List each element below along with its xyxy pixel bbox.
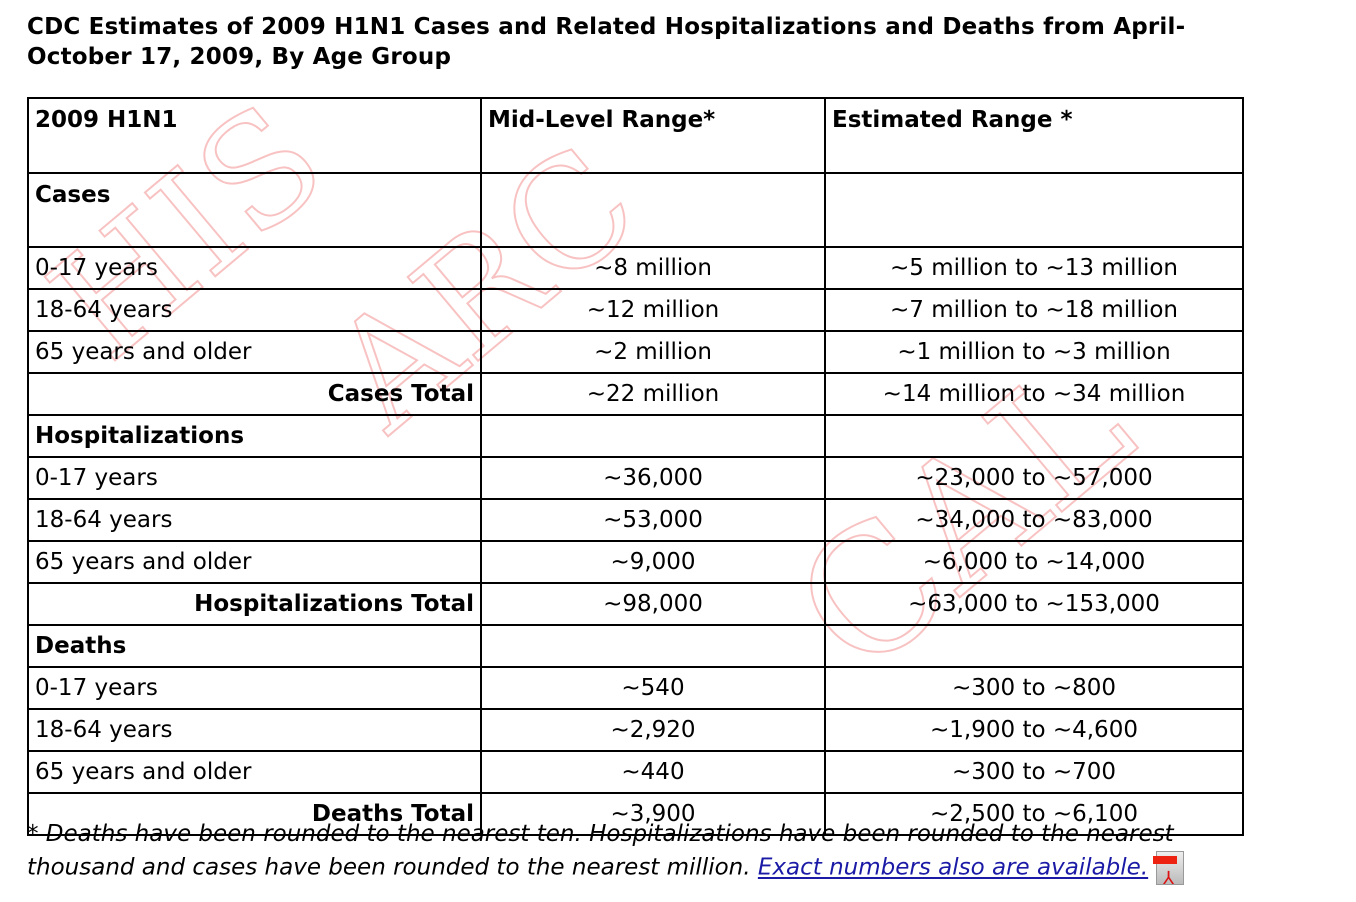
empty-cell	[824, 414, 1244, 458]
age-group-cell: 18-64 years	[27, 288, 482, 332]
table-row: 65 years and older ~9,000 ~6,000 to ~14,00…	[27, 540, 1244, 584]
estimated-range-cell: ~6,000 to ~14,000	[824, 540, 1244, 584]
footnote: * Deaths have been rounded to the neares…	[27, 818, 1287, 895]
header-cell: Mid-Level Range*	[480, 97, 826, 174]
estimated-range-cell: ~5 million to ~13 million	[824, 246, 1244, 290]
estimated-range-cell: ~34,000 to ~83,000	[824, 498, 1244, 542]
total-row: Deaths Total ~3,900 ~2,500 to ~6,100	[27, 792, 1244, 836]
header-cell: Estimated Range *	[824, 97, 1244, 174]
age-group-cell: 65 years and older	[27, 750, 482, 794]
mid-level-cell: ~9,000	[480, 540, 826, 584]
total-mid-level: ~22 million	[480, 372, 826, 416]
page-title: CDC Estimates of 2009 H1N1 Cases and Rel…	[27, 14, 1186, 70]
estimated-range-cell: ~300 to ~800	[824, 666, 1244, 710]
section-label: Hospitalizations	[27, 414, 482, 458]
age-group-cell: 65 years and older	[27, 330, 482, 374]
total-estimated-range: ~14 million to ~34 million	[824, 372, 1244, 416]
empty-cell	[480, 624, 826, 668]
total-mid-level: ~98,000	[480, 582, 826, 626]
section-row: Cases	[27, 172, 1244, 248]
table-row: 18-64 years ~2,920 ~1,900 to ~4,600	[27, 708, 1244, 752]
table-row: 18-64 years ~53,000 ~34,000 to ~83,000	[27, 498, 1244, 542]
estimated-range-cell: ~7 million to ~18 million	[824, 288, 1244, 332]
table-row: 0-17 years ~8 million ~5 million to ~13 mi…	[27, 246, 1244, 290]
mid-level-cell: ~8 million	[480, 246, 826, 290]
mid-level-cell: ~540	[480, 666, 826, 710]
exact-numbers-link[interactable]: Exact numbers also are available.	[757, 854, 1149, 881]
table-row: 0-17 years ~540 ~300 to ~800	[27, 666, 1244, 710]
age-group-cell: 0-17 years	[27, 456, 482, 500]
empty-cell	[480, 414, 826, 458]
section-label: Deaths	[27, 624, 482, 668]
estimated-range-cell: ~23,000 to ~57,000	[824, 456, 1244, 500]
total-row: Hospitalizations Total ~98,000 ~63,000 to …	[27, 582, 1244, 626]
estimated-range-cell: ~1 million to ~3 million	[824, 330, 1244, 374]
age-group-cell: 0-17 years	[27, 246, 482, 290]
age-group-cell: 18-64 years	[27, 498, 482, 542]
total-label: Deaths Total	[27, 792, 482, 836]
mid-level-cell: ~440	[480, 750, 826, 794]
estimated-range-cell: ~1,900 to ~4,600	[824, 708, 1244, 752]
empty-cell	[824, 172, 1244, 248]
table-row: 65 years and older ~2 million ~1 million t…	[27, 330, 1244, 374]
estimated-range-cell: ~300 to ~700	[824, 750, 1244, 794]
h1n1-estimates-table: 2009 H1N1 Mid-Level Range* Estimated Ran…	[27, 97, 1244, 836]
age-group-cell: 65 years and older	[27, 540, 482, 584]
section-label: Cases	[27, 172, 482, 248]
mid-level-cell: ~53,000	[480, 498, 826, 542]
footnote-text: * Deaths have been rounded to the neares…	[27, 821, 1174, 881]
total-mid-level: ~3,900	[480, 792, 826, 836]
table-row: 65 years and older ~440 ~300 to ~700	[27, 750, 1244, 794]
header-cell: 2009 H1N1	[27, 97, 482, 174]
mid-level-cell: ~2 million	[480, 330, 826, 374]
total-estimated-range: ~2,500 to ~6,100	[824, 792, 1244, 836]
mid-level-cell: ~36,000	[480, 456, 826, 500]
section-row: Deaths	[27, 624, 1244, 668]
mid-level-cell: ~2,920	[480, 708, 826, 752]
total-label: Hospitalizations Total	[27, 582, 482, 626]
header-row: 2009 H1N1 Mid-Level Range* Estimated Ran…	[27, 97, 1244, 174]
total-label: Cases Total	[27, 372, 482, 416]
total-row: Cases Total ~22 million ~14 million to ~34…	[27, 372, 1244, 416]
pdf-icon	[1153, 851, 1185, 895]
section-row: Hospitalizations	[27, 414, 1244, 458]
table-row: 0-17 years ~36,000 ~23,000 to ~57,000	[27, 456, 1244, 500]
table-row: 18-64 years ~12 million ~7 million to ~18 …	[27, 288, 1244, 332]
empty-cell	[824, 624, 1244, 668]
empty-cell	[480, 172, 826, 248]
mid-level-cell: ~12 million	[480, 288, 826, 332]
total-estimated-range: ~63,000 to ~153,000	[824, 582, 1244, 626]
age-group-cell: 18-64 years	[27, 708, 482, 752]
age-group-cell: 0-17 years	[27, 666, 482, 710]
